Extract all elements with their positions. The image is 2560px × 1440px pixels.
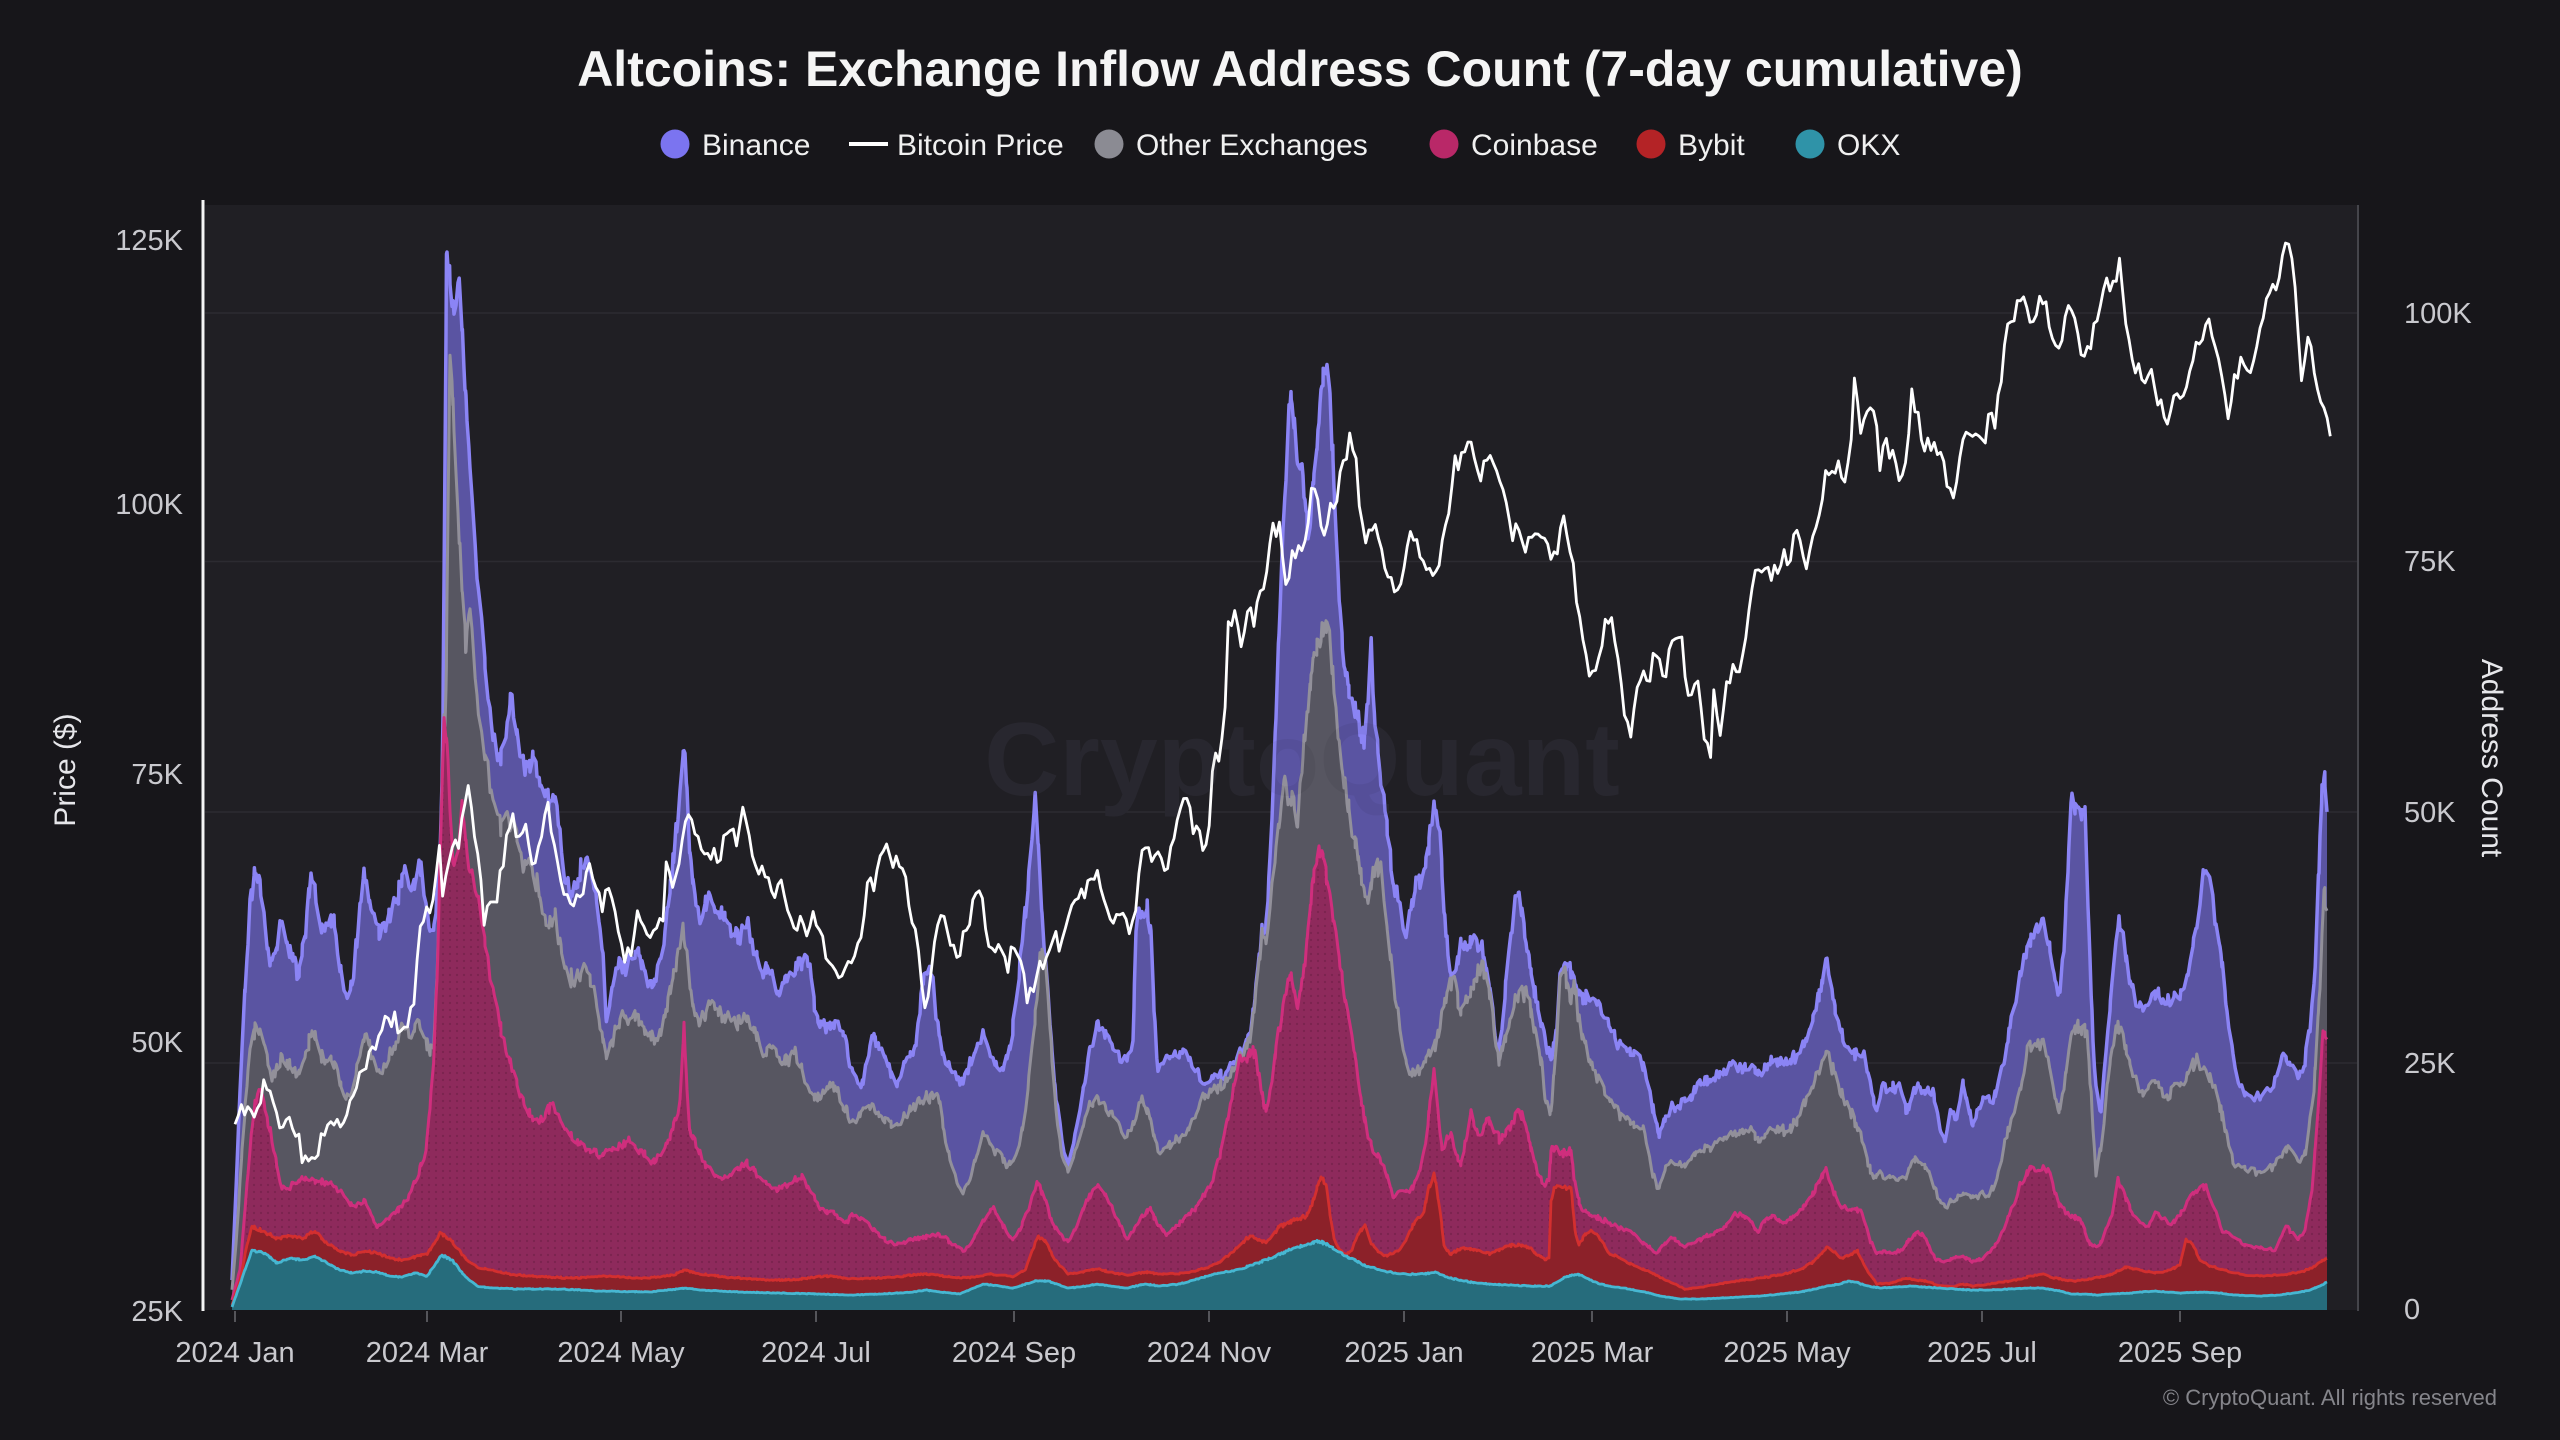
svg-text:2024 May: 2024 May [557,1337,685,1369]
svg-text:100K: 100K [115,489,183,521]
svg-text:2024 Sep: 2024 Sep [952,1337,1076,1369]
svg-text:2025 Mar: 2025 Mar [1531,1337,1654,1369]
svg-text:75K: 75K [2404,546,2456,578]
svg-text:2024 Mar: 2024 Mar [366,1337,489,1369]
svg-text:Price ($): Price ($) [49,713,82,826]
svg-text:50K: 50K [2404,797,2456,829]
svg-text:2024 Jul: 2024 Jul [761,1337,871,1369]
svg-text:2024 Nov: 2024 Nov [1147,1337,1272,1369]
svg-text:Other Exchanges: Other Exchanges [1136,129,1368,162]
svg-text:© CryptoQuant. All rights rese: © CryptoQuant. All rights reserved [2163,1385,2497,1410]
svg-text:2025 Jul: 2025 Jul [1927,1337,2037,1369]
svg-text:50K: 50K [131,1027,183,1059]
svg-text:Bybit: Bybit [1678,129,1745,162]
svg-text:75K: 75K [131,759,183,791]
svg-text:Bitcoin Price: Bitcoin Price [897,129,1064,162]
svg-text:Address Count: Address Count [2475,659,2508,858]
svg-text:125K: 125K [115,225,183,257]
svg-text:2025 May: 2025 May [1723,1337,1851,1369]
svg-text:2025 Sep: 2025 Sep [2118,1337,2242,1369]
svg-text:Coinbase: Coinbase [1471,129,1598,162]
svg-text:100K: 100K [2404,298,2472,330]
svg-text:Altcoins: Exchange Inflow Addr: Altcoins: Exchange Inflow Address Count … [577,41,2023,97]
svg-text:2025 Jan: 2025 Jan [1344,1337,1463,1369]
svg-text:0: 0 [2404,1294,2420,1326]
svg-text:Binance: Binance [702,129,810,162]
svg-text:CryptoQuant: CryptoQuant [984,702,1620,818]
svg-text:2024 Jan: 2024 Jan [175,1337,294,1369]
svg-text:25K: 25K [131,1296,183,1328]
svg-text:OKX: OKX [1837,129,1900,162]
svg-text:25K: 25K [2404,1048,2456,1080]
